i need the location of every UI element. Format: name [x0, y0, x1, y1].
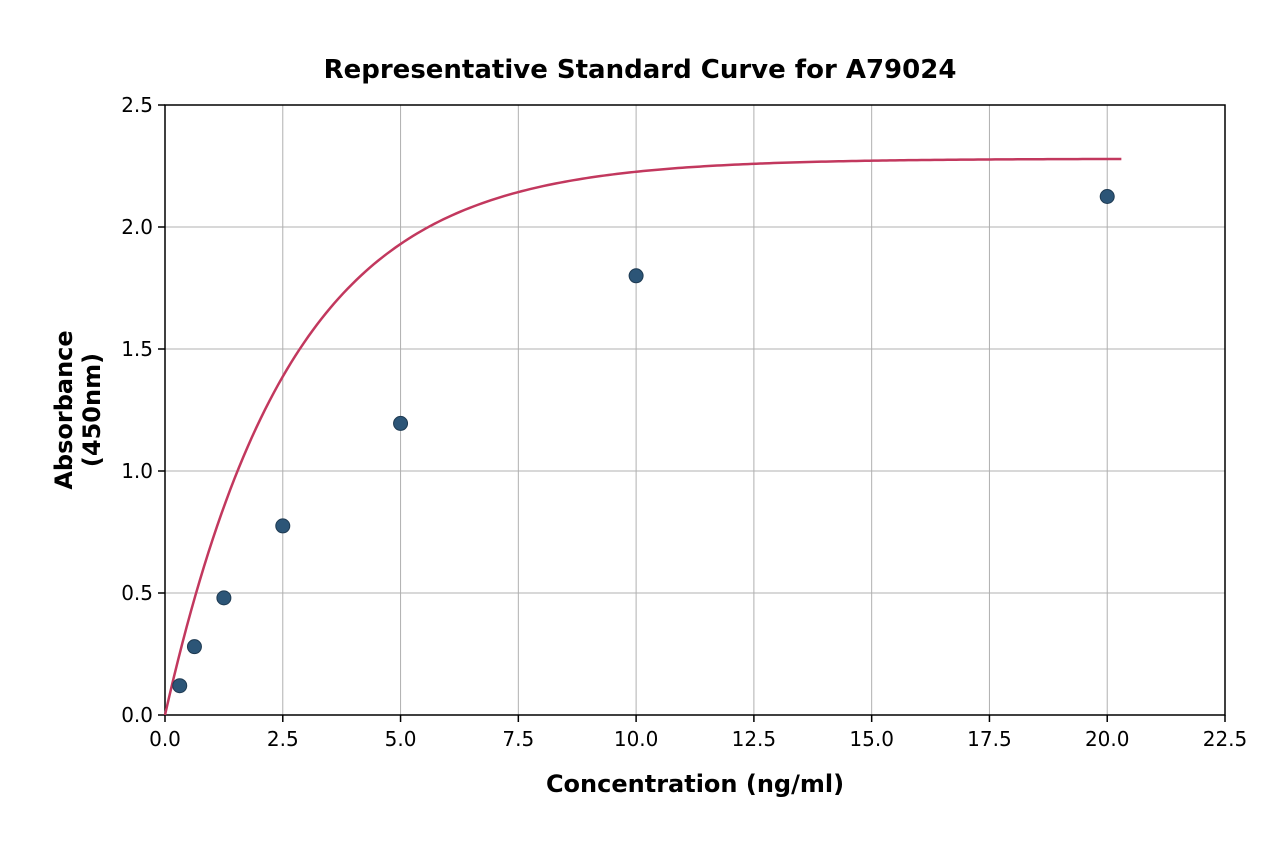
chart-svg — [0, 0, 1280, 845]
x-tick-label: 15.0 — [842, 727, 902, 751]
fit-curve — [165, 159, 1121, 715]
scatter-points — [173, 190, 1114, 693]
data-point — [276, 519, 290, 533]
x-tick-label: 20.0 — [1077, 727, 1137, 751]
y-tick-label: 2.0 — [121, 215, 153, 239]
chart-title: Representative Standard Curve for A79024 — [0, 55, 1280, 85]
x-tick-label: 10.0 — [606, 727, 666, 751]
y-tick-label: 1.5 — [121, 337, 153, 361]
x-tick-label: 12.5 — [724, 727, 784, 751]
plot-border — [165, 105, 1225, 715]
data-point — [217, 591, 231, 605]
x-tick-label: 5.0 — [371, 727, 431, 751]
axis-ticks — [158, 105, 1225, 722]
y-axis-label: Absorbance (450nm) — [50, 270, 106, 550]
data-point — [187, 640, 201, 654]
y-tick-label: 0.0 — [121, 703, 153, 727]
x-tick-label: 0.0 — [135, 727, 195, 751]
x-tick-label: 22.5 — [1195, 727, 1255, 751]
x-axis-label: Concentration (ng/ml) — [545, 770, 845, 798]
x-tick-label: 2.5 — [253, 727, 313, 751]
data-point — [173, 679, 187, 693]
x-tick-label: 7.5 — [488, 727, 548, 751]
y-tick-label: 2.5 — [121, 93, 153, 117]
y-tick-label: 0.5 — [121, 581, 153, 605]
data-point — [629, 269, 643, 283]
data-point — [394, 416, 408, 430]
y-tick-label: 1.0 — [121, 459, 153, 483]
grid-lines — [165, 105, 1225, 715]
chart-container: Representative Standard Curve for A79024… — [0, 0, 1280, 845]
x-tick-label: 17.5 — [959, 727, 1019, 751]
data-point — [1100, 190, 1114, 204]
